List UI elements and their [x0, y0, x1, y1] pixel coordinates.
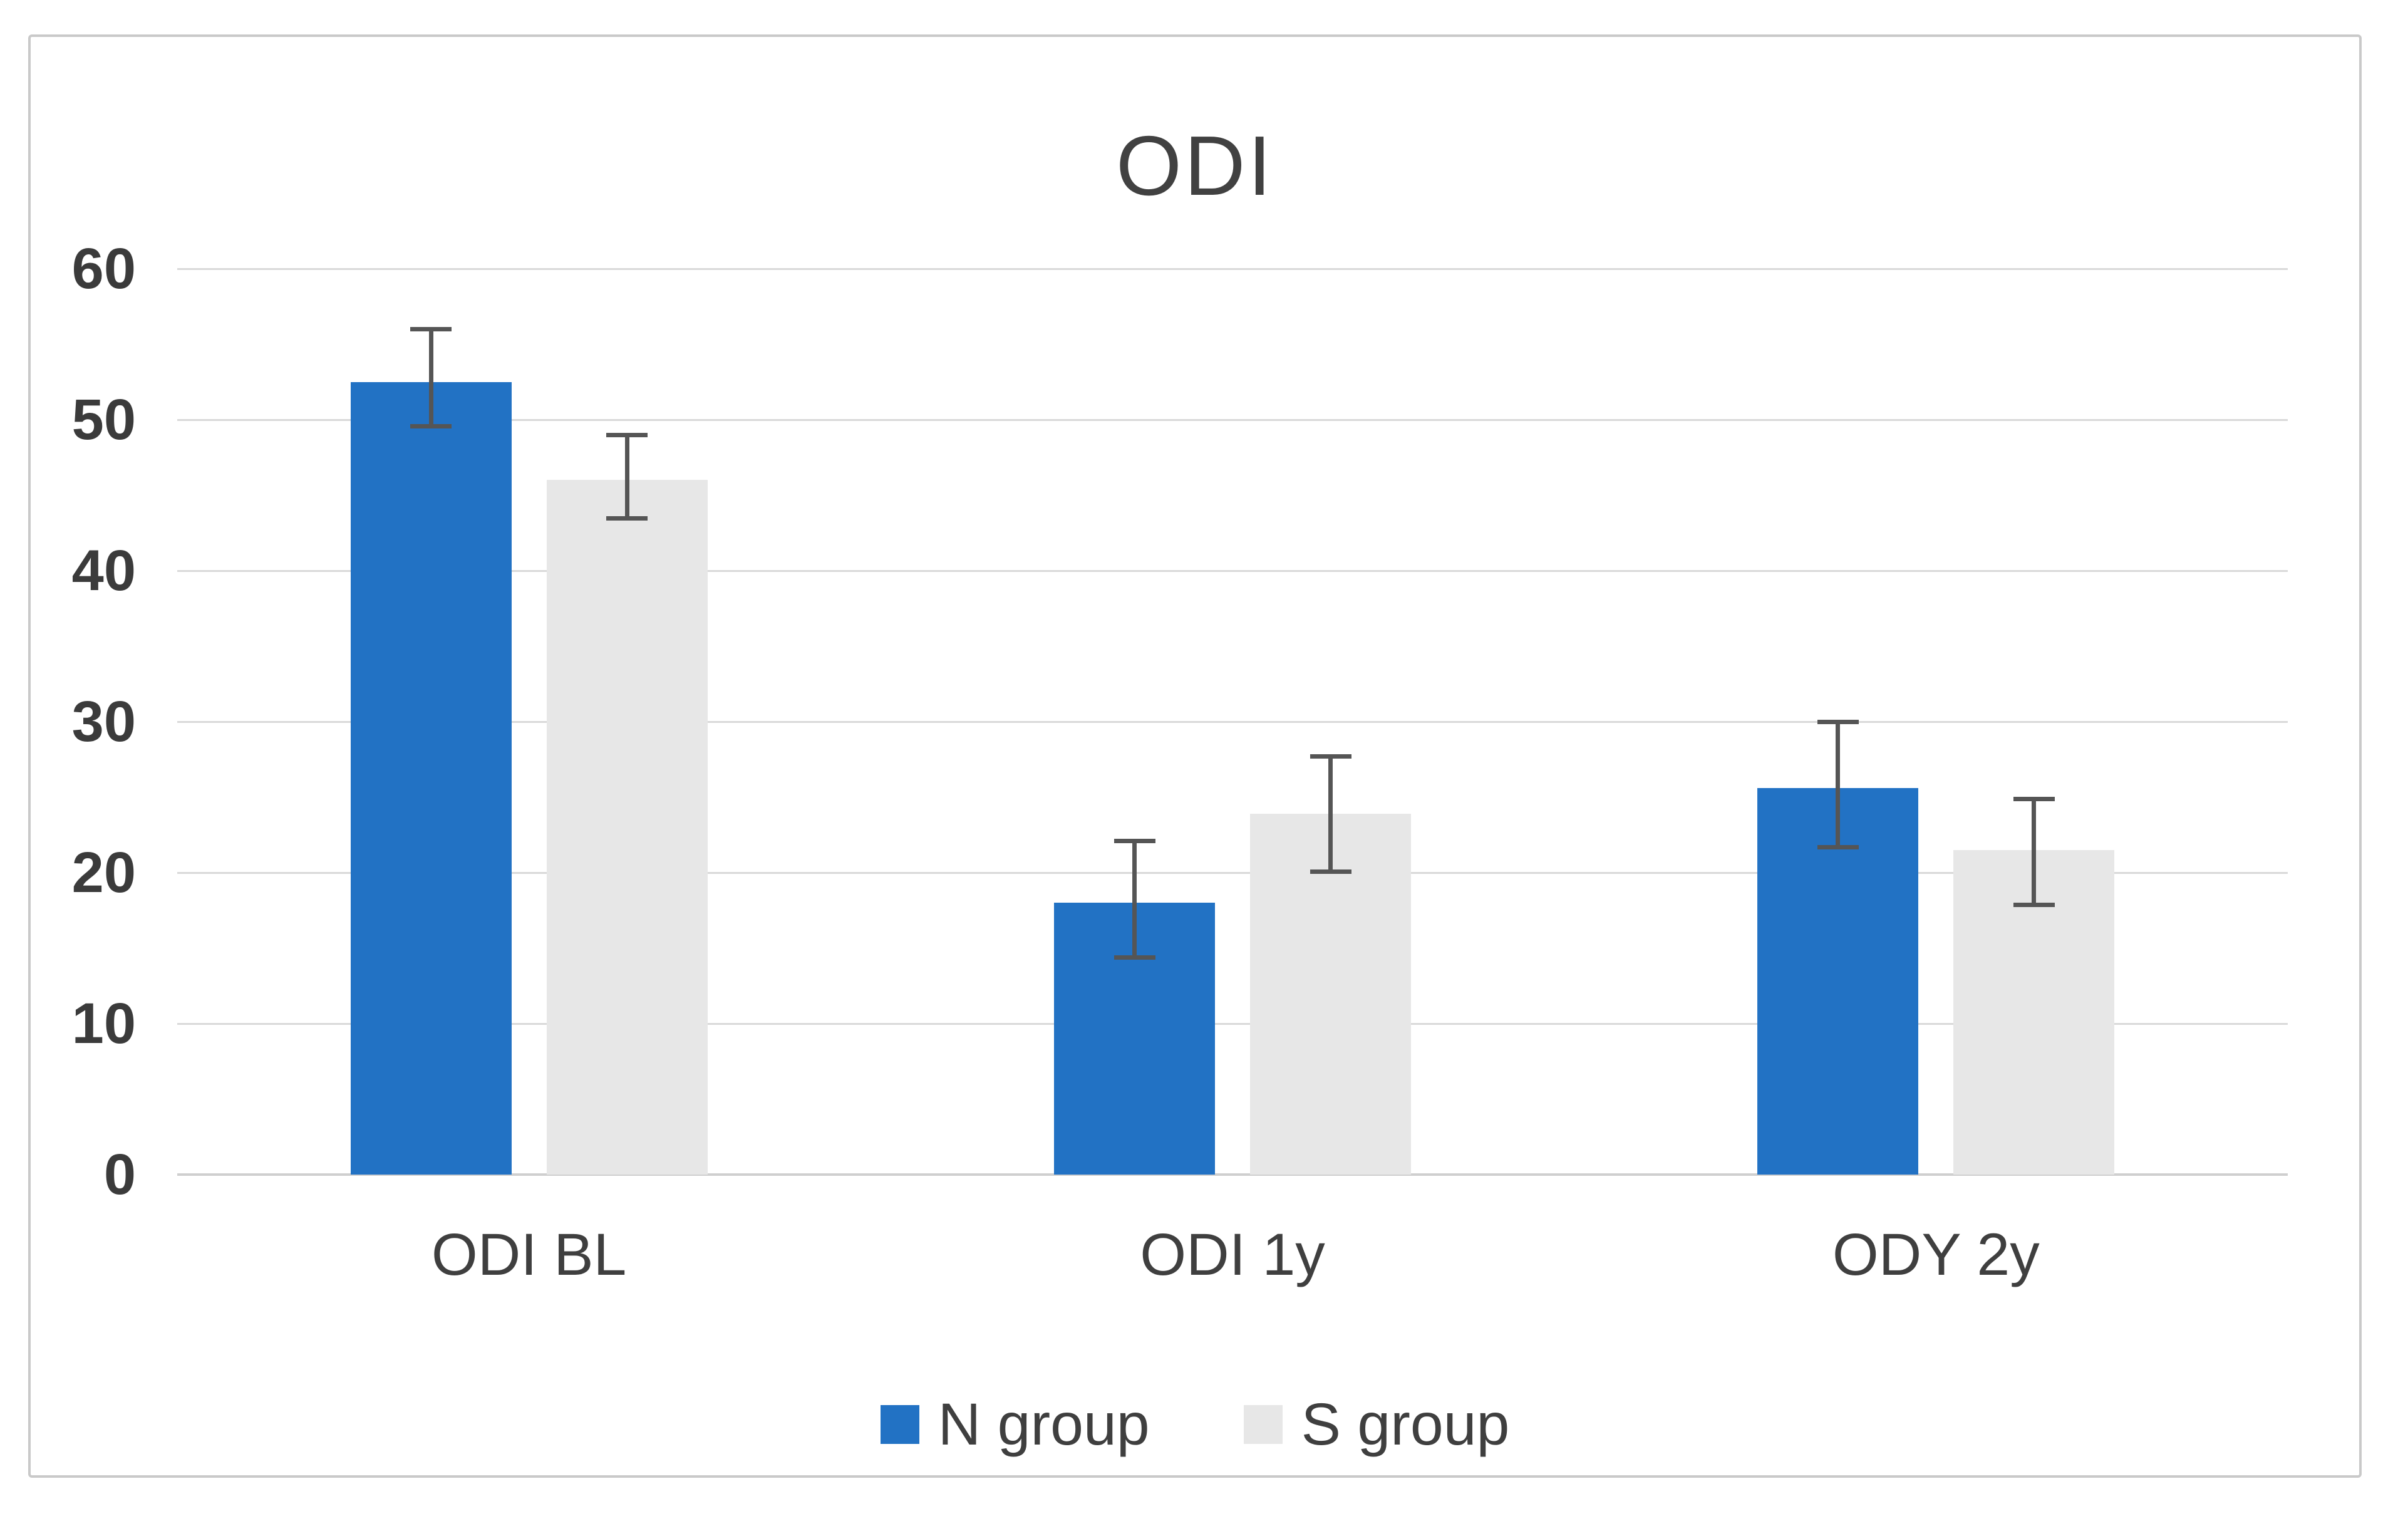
bar-s-group — [546, 480, 708, 1175]
legend-item: N group — [880, 1391, 1150, 1458]
x-axis-label: ODI BL — [431, 1222, 627, 1288]
error-bar-line — [1836, 722, 1841, 848]
error-bar-cap-top — [2013, 796, 2055, 801]
error-bar-line — [2032, 798, 2037, 905]
error-bar-cap-bottom — [2013, 902, 2055, 907]
legend-label: N group — [938, 1391, 1150, 1458]
chart-title: ODI — [1115, 118, 1274, 213]
y-tick-label: 30 — [71, 690, 136, 754]
error-bar-cap-top — [1310, 754, 1351, 759]
error-bar-line — [624, 435, 629, 518]
y-tick-label: 50 — [71, 388, 136, 452]
gridline — [177, 418, 2288, 421]
legend-swatch — [880, 1405, 919, 1444]
legend-item: S group — [1243, 1391, 1510, 1458]
error-bar-cap-top — [410, 327, 452, 332]
error-bar-cap-bottom — [1310, 869, 1351, 874]
y-tick-label: 60 — [71, 237, 136, 301]
legend-label: S group — [1301, 1391, 1510, 1458]
bar-n-group — [350, 381, 512, 1175]
error-bar-cap-bottom — [1114, 955, 1155, 960]
y-tick-label: 0 — [103, 1143, 136, 1207]
error-bar-cap-top — [606, 433, 648, 438]
bar-s-group — [1250, 814, 1411, 1175]
gridline — [177, 569, 2288, 572]
gridline — [177, 871, 2288, 874]
x-axis-label: ODY 2y — [1832, 1222, 2040, 1288]
chart-frame: ODI 0 10 20 30 40 50 60 ODI BL ODI 1y ODY 2y N g… — [28, 34, 2362, 1478]
plot-area — [177, 267, 2288, 1176]
error-bar-line — [428, 329, 433, 426]
error-bar-cap-bottom — [1817, 845, 1859, 850]
error-bar-line — [1328, 756, 1333, 871]
legend-swatch — [1243, 1405, 1283, 1444]
x-axis-label: ODI 1y — [1140, 1222, 1325, 1288]
y-tick-label: 40 — [71, 539, 136, 603]
y-tick-label: 10 — [71, 992, 136, 1056]
bar-n-group — [1757, 788, 1919, 1175]
error-bar-cap-bottom — [606, 516, 648, 521]
gridline — [177, 267, 2288, 270]
gridline — [177, 1022, 2288, 1025]
legend: N group S group — [31, 1384, 2359, 1465]
error-bar-line — [1132, 841, 1137, 957]
x-axis-line — [177, 1173, 2288, 1176]
gridline — [177, 720, 2288, 723]
error-bar-cap-top — [1817, 720, 1859, 724]
y-tick-label: 20 — [71, 841, 136, 905]
error-bar-cap-top — [1114, 839, 1155, 844]
error-bar-cap-bottom — [410, 423, 452, 428]
